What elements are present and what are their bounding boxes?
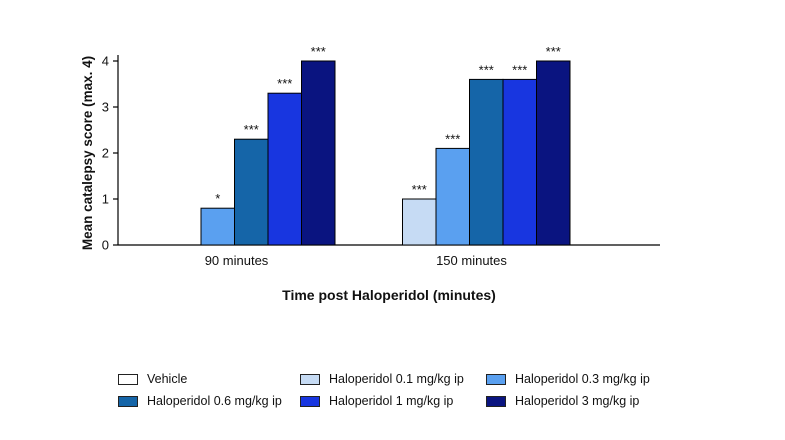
bar-0-2 (200, 207, 235, 246)
bar-1-4 (502, 78, 537, 246)
significance-label-0-2: * (215, 191, 220, 206)
significance-label-1-4: *** (512, 62, 527, 77)
y-tick-label-3: 3 (102, 100, 109, 115)
significance-label-0-4: *** (277, 76, 292, 91)
bar-0-4 (267, 92, 302, 246)
y-axis-title: Mean catalepsy score (max. 4) (80, 56, 95, 250)
significance-label-1-5: *** (546, 44, 561, 59)
bar-1-1 (402, 198, 437, 246)
y-tick-label-0: 0 (102, 238, 109, 253)
y-tick-label-4: 4 (102, 54, 109, 69)
significance-label-1-1: *** (412, 182, 427, 197)
bar-1-3 (469, 78, 504, 246)
y-tick-label-1: 1 (102, 192, 109, 207)
x-category-label-1: 150 minutes (436, 253, 507, 268)
bar-0-3 (234, 138, 269, 246)
y-tick-label-2: 2 (102, 146, 109, 161)
significance-label-1-3: *** (479, 62, 494, 77)
significance-label-0-5: *** (311, 44, 326, 59)
significance-label-1-2: *** (445, 131, 460, 146)
significance-label-0-3: *** (244, 122, 259, 137)
x-axis-title: Time post Haloperidol (minutes) (282, 287, 496, 303)
bar-0-5 (301, 60, 336, 246)
x-category-label-0: 90 minutes (205, 253, 269, 268)
bar-1-2 (435, 147, 470, 246)
bar-1-5 (536, 60, 571, 246)
